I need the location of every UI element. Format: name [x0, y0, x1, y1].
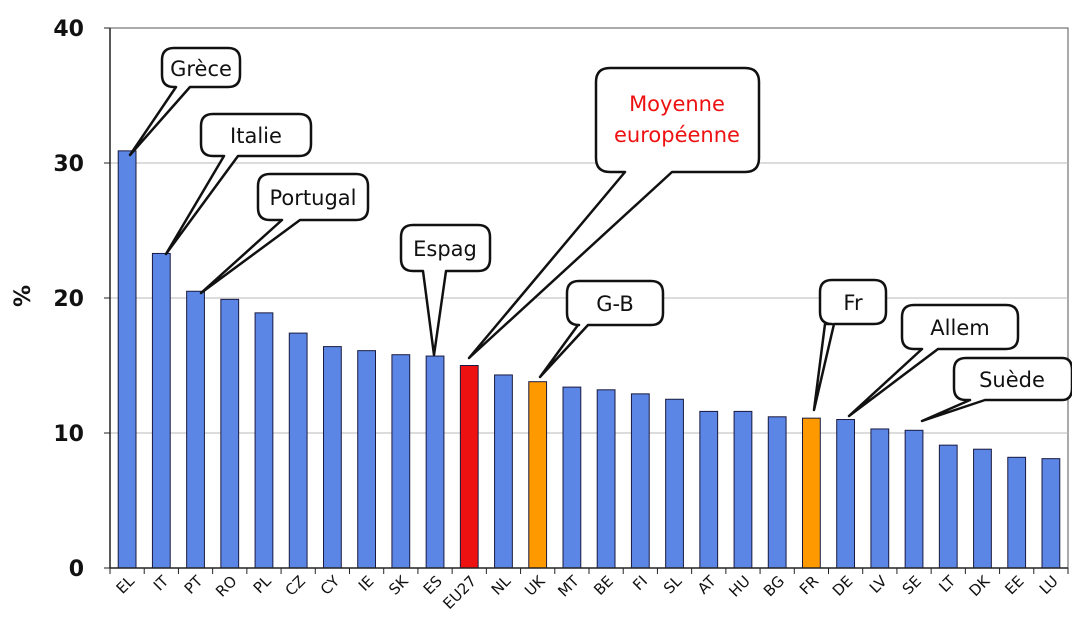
- bar-ro: [220, 298, 240, 569]
- x-tick-label-dk: DK: [965, 571, 994, 600]
- x-tick-label-fi: FI: [629, 572, 651, 594]
- x-tick-label-fr: FR: [796, 572, 822, 598]
- bar-nl: [494, 374, 513, 569]
- bars: [117, 150, 1061, 569]
- callout-allem: Allem: [847, 303, 1020, 418]
- callout-italie-text: Italie: [230, 124, 282, 148]
- callout-suede: Suède: [920, 356, 1072, 423]
- callout-fr: Fr: [812, 278, 888, 412]
- callout-moyenne-line1: Moyenne: [629, 92, 725, 116]
- bar-es: [425, 355, 445, 569]
- bar-be: [596, 389, 616, 569]
- bar-sk: [391, 354, 411, 569]
- x-tick-label-lt: LT: [935, 572, 959, 596]
- bar-fr: [801, 417, 821, 569]
- x-tick-label-sl: SL: [660, 572, 686, 598]
- callout-greece: Grèce: [128, 46, 242, 157]
- x-tick-label-ro: RO: [212, 572, 240, 600]
- callout-espag: Espag: [399, 223, 492, 357]
- x-tick-label-uk: UK: [521, 571, 549, 599]
- bar-cz: [288, 332, 308, 569]
- x-tick-label-cz: CZ: [282, 572, 309, 599]
- x-tick-label-bg: BG: [760, 572, 788, 600]
- callout-allem-text: Allem: [930, 316, 989, 340]
- y-tick-label-40: 40: [53, 17, 84, 42]
- bar-ee: [1007, 456, 1027, 569]
- bar-mt: [562, 386, 582, 569]
- bar-dk: [973, 448, 992, 569]
- x-tick-label-at: AT: [694, 572, 720, 598]
- x-tick-label-es: ES: [420, 572, 446, 598]
- x-tick-label-it: IT: [150, 572, 173, 595]
- x-tick-label-ie: IE: [355, 572, 378, 595]
- callout-fr-text: Fr: [843, 291, 863, 315]
- bar-sl: [665, 398, 684, 569]
- x-tick-label-nl: NL: [488, 572, 515, 599]
- x-tick-label-hu: HU: [725, 572, 753, 600]
- x-tick-label-sk: SK: [385, 571, 412, 598]
- x-tick-label-mt: MT: [554, 572, 583, 601]
- callout-moyenne-line2: européenne: [614, 123, 740, 147]
- axis-ticks: [104, 27, 1069, 574]
- bar-at: [699, 410, 719, 569]
- x-tick-label-lv: LV: [866, 572, 891, 597]
- callout-gb: G-B: [538, 279, 665, 379]
- bar-hu: [733, 410, 753, 569]
- bar-uk: [528, 381, 548, 569]
- x-tick-label-pt: PT: [181, 572, 207, 598]
- y-tick-label-0: 0: [69, 557, 84, 582]
- bar-bg: [767, 416, 787, 569]
- bar-it: [151, 252, 171, 569]
- y-tick-label-30: 30: [53, 152, 84, 177]
- y-tick-label-10: 10: [53, 422, 84, 447]
- bar-el: [117, 150, 137, 569]
- bar-lu: [1041, 458, 1061, 569]
- bar-eu27: [459, 365, 479, 569]
- bar-se: [904, 429, 924, 569]
- x-tick-label-de: DE: [829, 572, 857, 600]
- x-tick-label-ee: EE: [1001, 572, 1027, 598]
- bar-de: [836, 419, 856, 569]
- bar-pt: [186, 290, 205, 569]
- x-tick-label-eu27: EU27: [439, 572, 480, 613]
- callout-moyenne: Moyenne européenne: [467, 66, 761, 360]
- x-tick-label-lu: LU: [1036, 572, 1062, 598]
- x-tick-label-pl: PL: [250, 572, 275, 597]
- x-tick-label-se: SE: [899, 572, 925, 598]
- x-tick-label-el: EL: [113, 572, 139, 598]
- callout-espag-text: Espag: [413, 237, 477, 261]
- callout-suede-text: Suède: [979, 368, 1045, 392]
- y-axis-label: %: [11, 285, 36, 307]
- y-tick-label-20: 20: [53, 287, 84, 312]
- bar-cy: [322, 346, 342, 569]
- bar-pl: [254, 312, 274, 569]
- bar-ie: [357, 350, 377, 569]
- callout-gb-text: G-B: [596, 292, 634, 316]
- callout-portugal: Portugal: [199, 172, 370, 295]
- bar-fi: [630, 393, 650, 569]
- callout-italie: Italie: [164, 112, 313, 256]
- callout-greece-text: Grèce: [170, 57, 232, 81]
- x-tick-label-cy: CY: [317, 572, 344, 599]
- x-tick-label-be: BE: [590, 572, 617, 599]
- bar-lt: [938, 444, 958, 569]
- bar-lv: [870, 428, 890, 569]
- callout-portugal-text: Portugal: [270, 186, 357, 210]
